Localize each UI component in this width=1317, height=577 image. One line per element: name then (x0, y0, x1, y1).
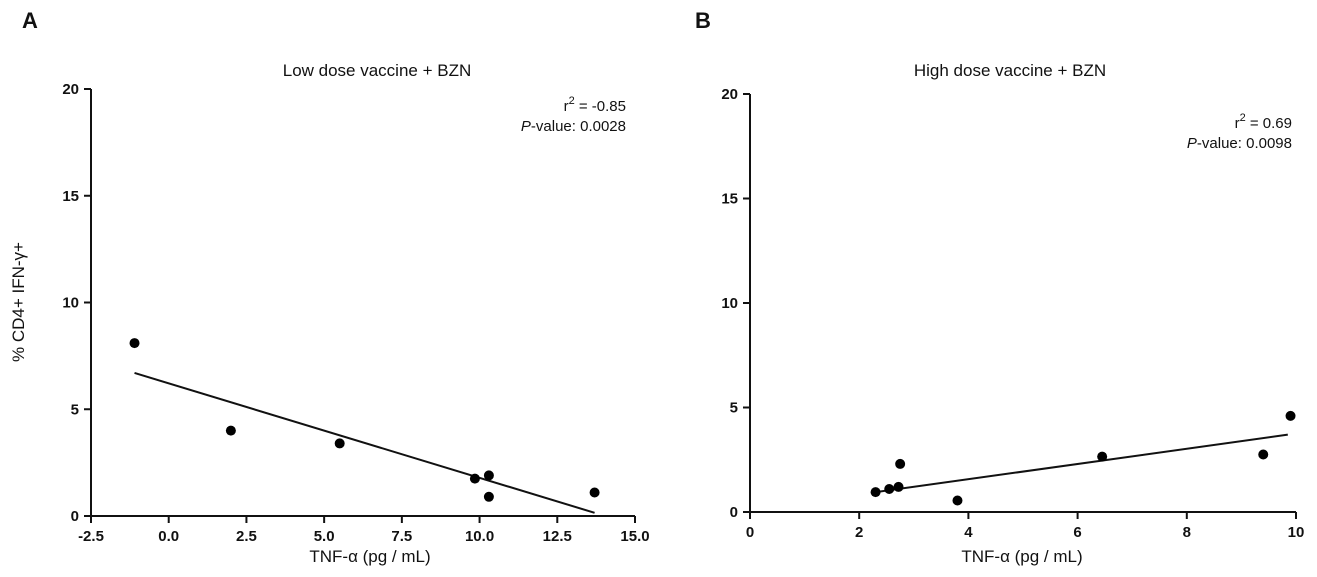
panel-b-x-tick-label: 6 (1073, 524, 1081, 541)
panel-b-y-tick-label: 5 (730, 400, 738, 417)
panel-b-data-point (1258, 449, 1269, 460)
panel-a-x-tick-label: 10.0 (465, 528, 494, 545)
panel-b-data-point (895, 458, 906, 469)
panel-b-data-point (952, 495, 963, 506)
panel-a-x-tick-label: 12.5 (543, 528, 572, 545)
panel-a-x-tick-label: 0.0 (158, 528, 179, 545)
panel-b-data-point (870, 487, 881, 498)
panel-b-x-tick-label: 0 (746, 524, 754, 541)
panel-b-x-tick-label: 4 (964, 524, 973, 541)
panel-b-x-tick-label: 2 (855, 524, 863, 541)
panel-a-r2-annotation: r2 = -0.85 (564, 95, 626, 115)
panel-a-data-point (334, 438, 345, 449)
panel-b-data-point (884, 484, 895, 495)
panel-a-p-value-annotation: P-value: 0.0028 (521, 118, 626, 135)
panel-a-x-tick-label: -2.5 (78, 528, 104, 545)
panel-b-x-axis-label: TNF-α (pg / mL) (961, 547, 1082, 566)
panel-a-data-point (225, 425, 236, 436)
panel-b-y-tick-label: 20 (721, 86, 738, 103)
panel-b-title: High dose vaccine + BZN (914, 61, 1106, 80)
panel-b-y-tick-label: 10 (721, 295, 738, 312)
panel-a-data-point (469, 473, 480, 484)
panel-b-data-point (1285, 410, 1296, 421)
panel-a-title: Low dose vaccine + BZN (283, 61, 472, 80)
panel-a-letter: A (22, 8, 38, 33)
panel-a-data-point (589, 487, 600, 498)
panel-b-y-tick-label: 15 (721, 191, 738, 208)
panel-a-x-tick-label: 7.5 (391, 528, 412, 545)
panel-b: B High dose vaccine + BZN TNF-α (pg / mL… (695, 8, 1304, 566)
panel-b-data-point (893, 481, 904, 492)
panel-a-y-tick-label: 20 (62, 81, 79, 98)
panel-a-data-point (129, 338, 140, 349)
panel-b-regression-line (875, 433, 1288, 494)
panel-a-x-tick-label: 2.5 (236, 528, 257, 545)
panel-b-x-tick-label: 8 (1183, 524, 1191, 541)
panel-a-x-tick-label: 15.0 (620, 528, 649, 545)
panel-a-x-axis-label: TNF-α (pg / mL) (309, 547, 430, 566)
panel-a-y-tick-label: 15 (62, 188, 79, 205)
panel-a-y-tick-label: 0 (71, 508, 79, 525)
panel-a: A Low dose vaccine + BZN TNF-α (pg / mL)… (9, 8, 650, 566)
panel-b-x-tick-label: 10 (1288, 524, 1305, 541)
panel-a-y-tick-label: 10 (62, 295, 79, 312)
panel-a-y-tick-label: 5 (71, 401, 79, 418)
panel-b-y-tick-label: 0 (730, 504, 738, 521)
panel-a-data-point (483, 470, 494, 481)
panel-b-letter: B (695, 8, 711, 33)
panel-a-y-axis-label: % CD4+ IFN-γ+ (9, 242, 28, 362)
panel-b-data-point (1097, 451, 1108, 462)
panel-a-regression-line (134, 371, 595, 514)
panel-a-data-point (483, 491, 494, 502)
panel-b-p-value-annotation: P-value: 0.0098 (1187, 135, 1292, 152)
panel-a-x-tick-label: 5.0 (314, 528, 335, 545)
panel-b-r2-annotation: r2 = 0.69 (1235, 112, 1292, 132)
